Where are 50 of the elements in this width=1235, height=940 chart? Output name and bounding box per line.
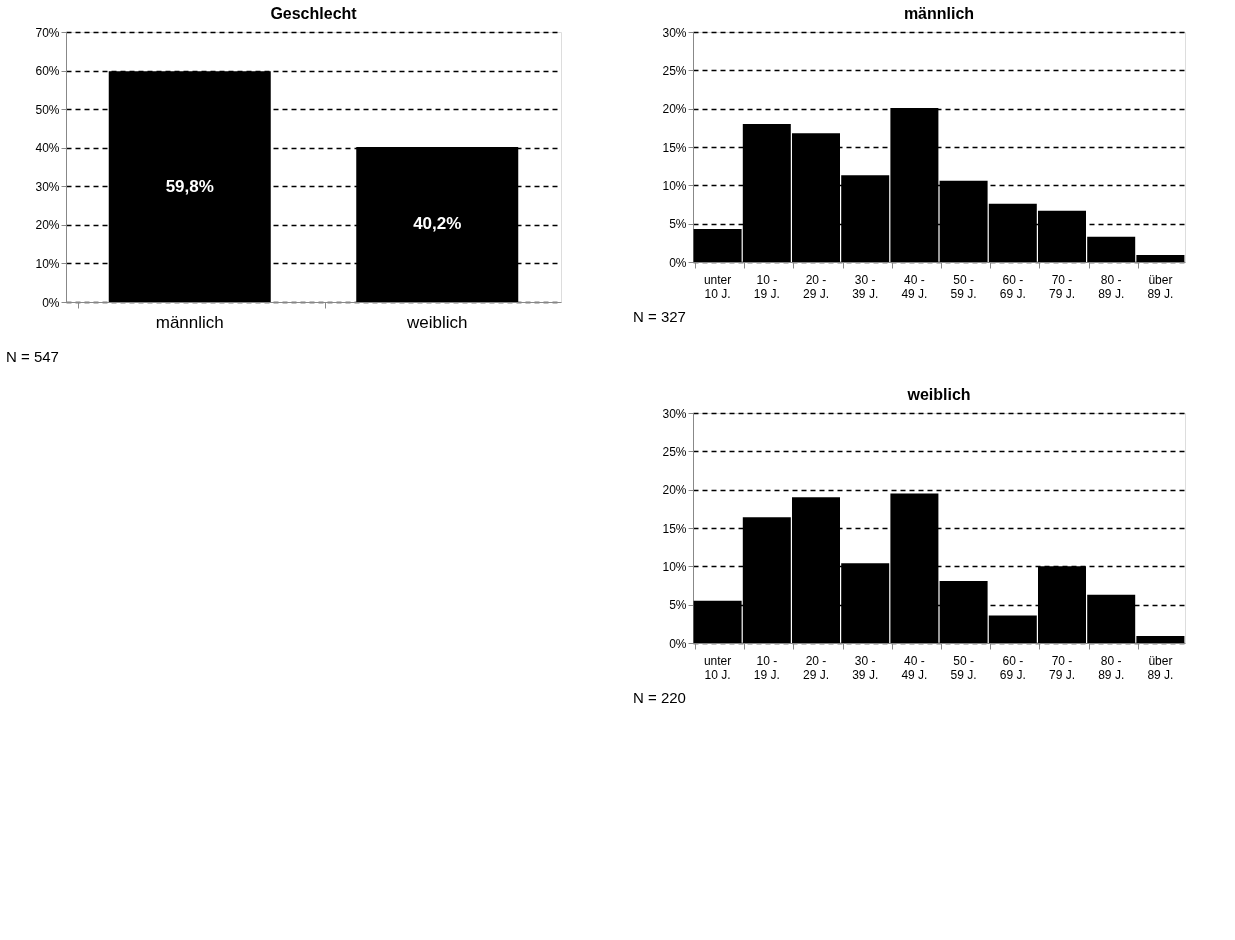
y-tick-label: 10% [662, 559, 687, 574]
x-tick-label: unter 10 J. [703, 272, 732, 301]
x-tick-label: über 89 J. [1147, 653, 1174, 682]
x-tick-label: 10 - 19 J. [753, 272, 780, 301]
y-tick-label: 15% [662, 521, 687, 536]
y-tick-label: 0% [42, 295, 60, 310]
x-tick-label: 60 - 69 J. [999, 272, 1026, 301]
text: N = 327 [633, 308, 686, 325]
y-tick-label: 5% [669, 598, 687, 613]
y-tick-label: 20% [662, 483, 687, 498]
y-tick-label: 70% [35, 25, 60, 40]
y-tick-label: 60% [35, 64, 60, 79]
y-tick-label: 50% [35, 102, 60, 117]
x-tick-label: 80 - 89 J. [1098, 653, 1125, 682]
y-tick-label: 10% [662, 178, 687, 193]
y-tick-label: 0% [669, 255, 687, 270]
y-tick-label: 25% [662, 63, 687, 78]
text: N = 547 [6, 348, 59, 365]
y-tick-label: 20% [662, 102, 687, 117]
x-tick-label: 10 - 19 J. [753, 653, 780, 682]
x-tick-label: 80 - 89 J. [1098, 272, 1125, 301]
chart-title: männlich [903, 5, 975, 22]
y-tick-label: 25% [662, 444, 687, 459]
y-tick-label: 30% [35, 179, 60, 194]
data-label: 40,2% [413, 214, 462, 234]
y-tick-label: 5% [669, 217, 687, 232]
y-tick-label: 30% [662, 406, 687, 421]
x-tick-label: unter 10 J. [703, 653, 732, 682]
x-tick-label: über 89 J. [1147, 272, 1174, 301]
x-tick-label: 30 - 39 J. [852, 272, 879, 301]
text: N = 220 [633, 689, 686, 706]
x-tick-label: 60 - 69 J. [999, 653, 1026, 682]
x-tick-label: 40 - 49 J. [901, 272, 928, 301]
x-tick-label: 40 - 49 J. [901, 653, 928, 682]
x-tick-label: 20 - 29 J. [802, 272, 830, 301]
chart-title: Geschlecht [270, 5, 358, 22]
y-tick-label: 15% [662, 140, 687, 155]
x-tick-label: 70 - 79 J. [1048, 653, 1076, 682]
x-tick-label: 50 - 59 J. [950, 272, 977, 301]
y-tick-label: 40% [35, 141, 60, 156]
y-tick-label: 0% [669, 636, 687, 651]
y-tick-label: 20% [35, 218, 60, 233]
y-tick-label: 30% [662, 25, 687, 40]
x-tick-label: 50 - 59 J. [950, 653, 977, 682]
data-label: 59,8% [165, 176, 214, 196]
x-tick-label: 30 - 39 J. [852, 653, 879, 682]
y-tick-label: 10% [35, 256, 60, 271]
x-tick-label: 20 - 29 J. [802, 653, 830, 682]
chart-title: weiblich [906, 386, 971, 403]
x-tick-label: 70 - 79 J. [1048, 272, 1076, 301]
